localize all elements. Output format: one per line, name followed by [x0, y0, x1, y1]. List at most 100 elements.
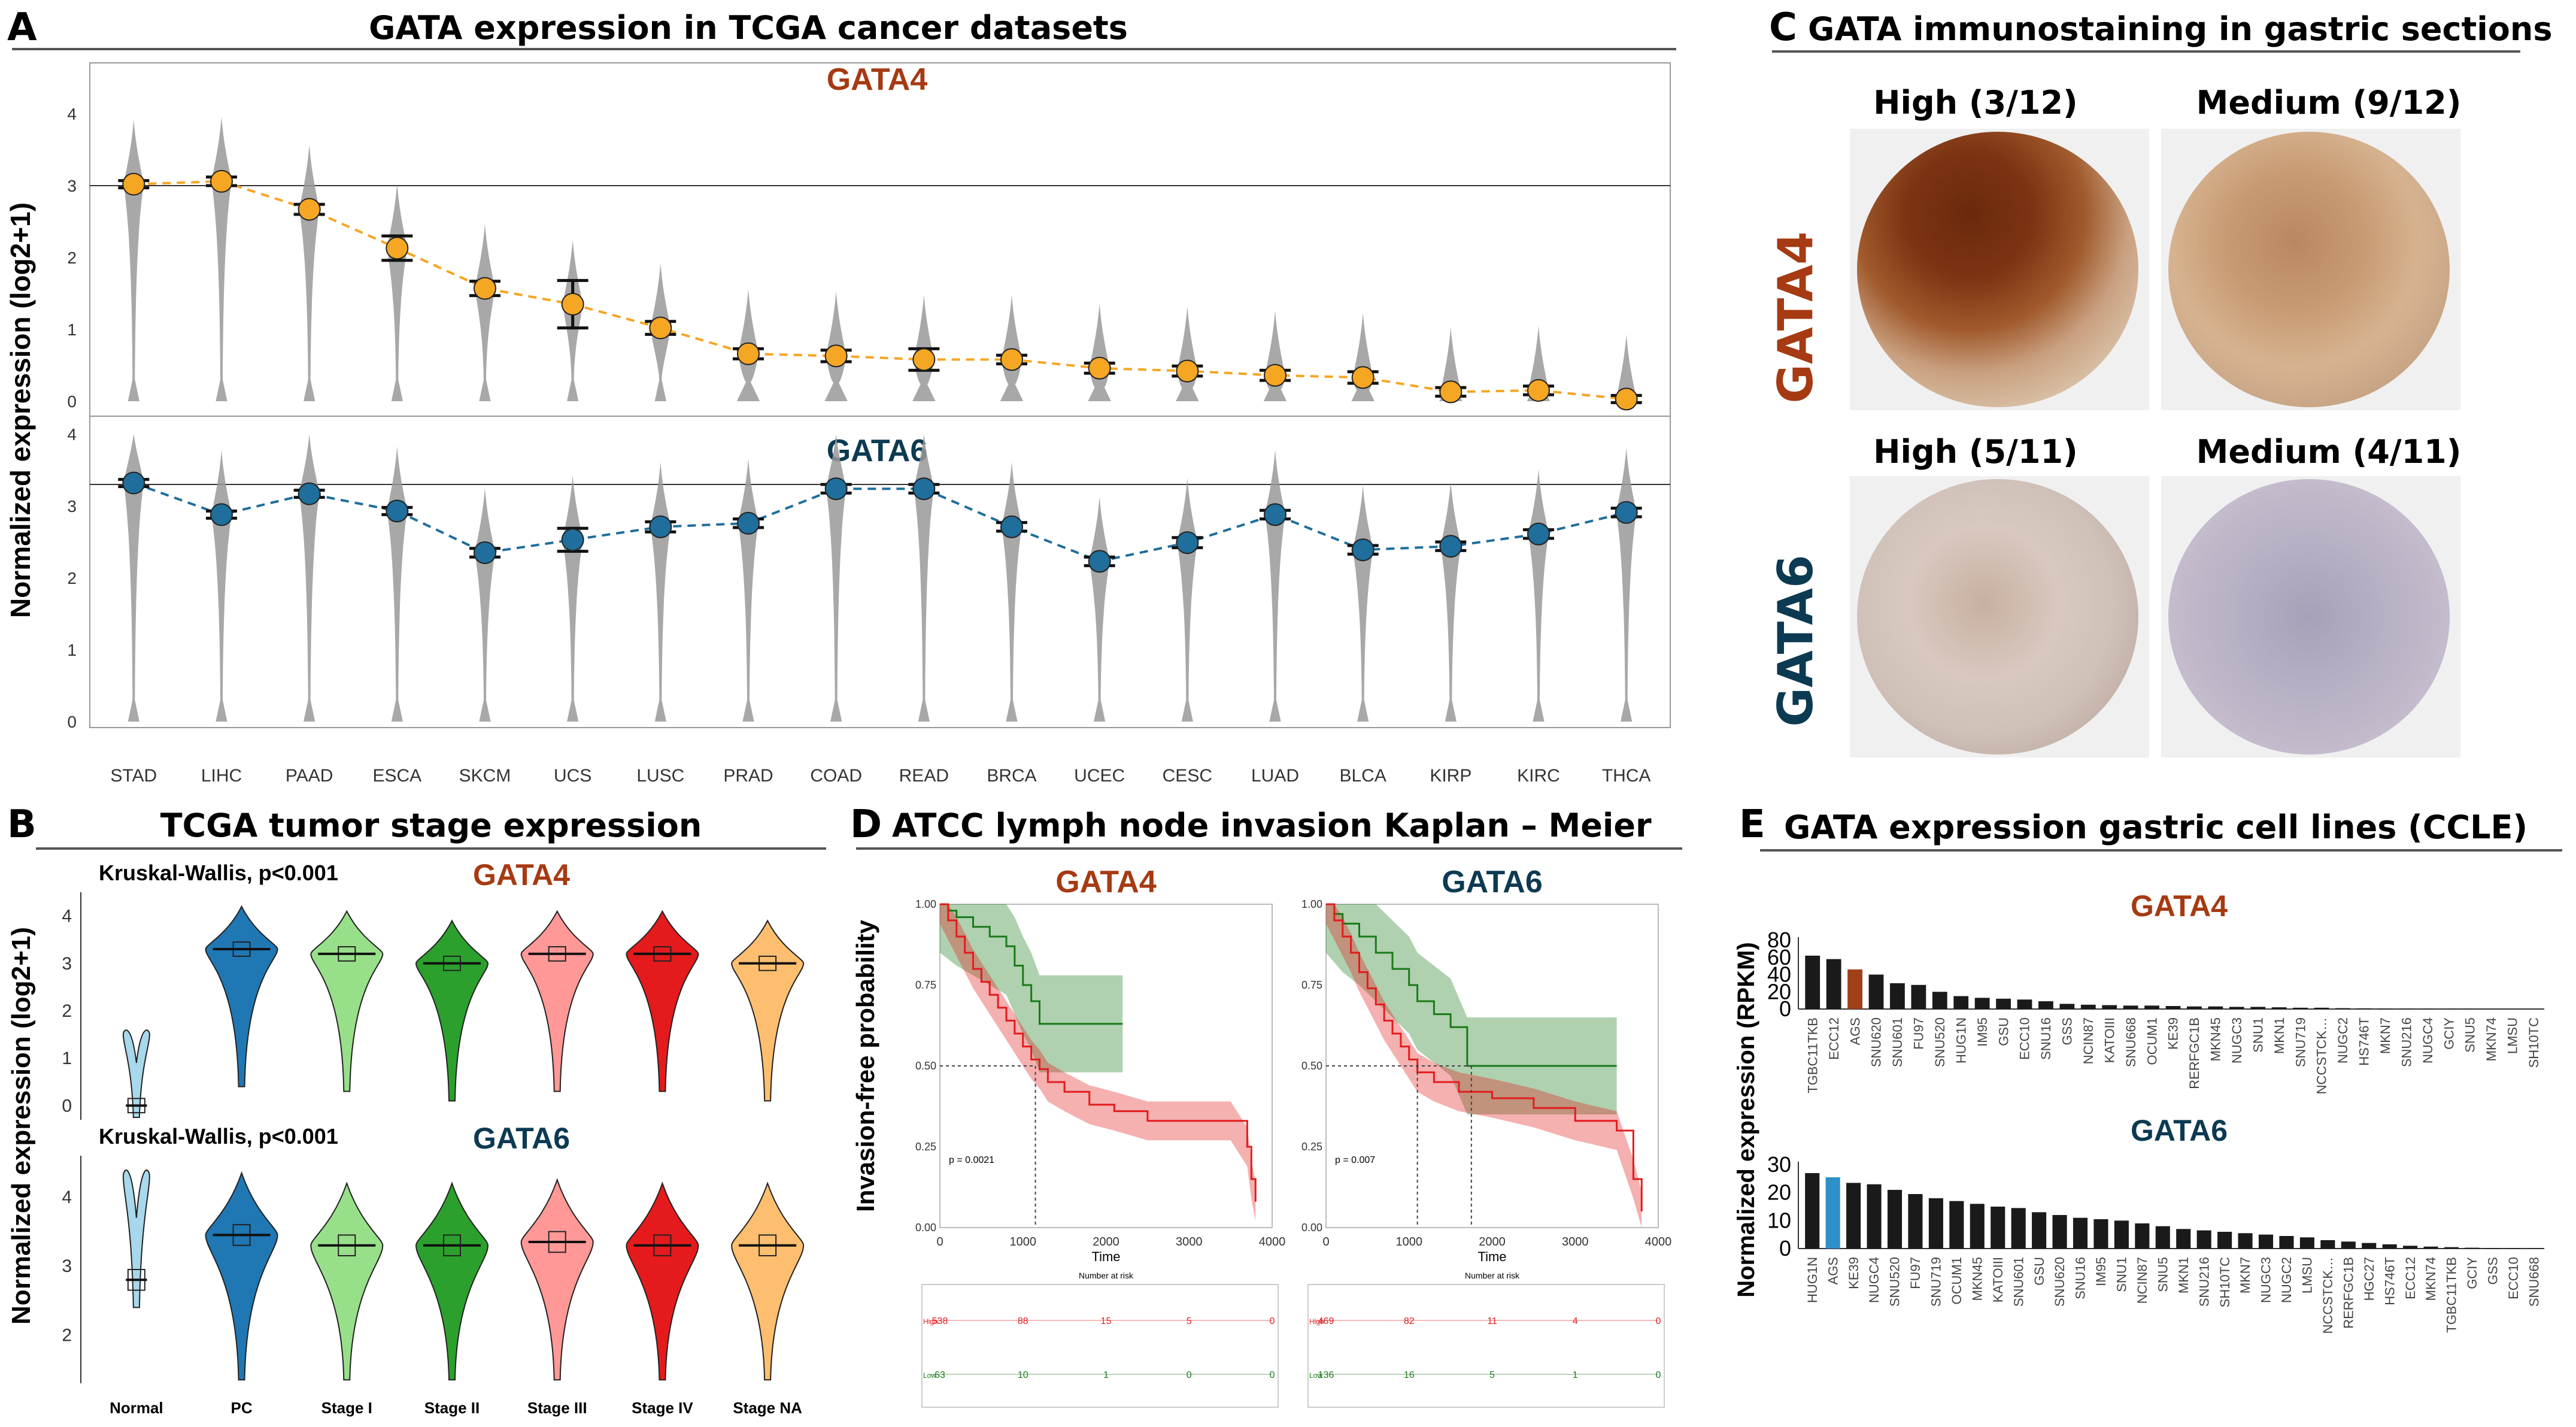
- panel-e-gata4-bar: [1996, 998, 2011, 1009]
- panel-e-gata6-bar: [1805, 1173, 1820, 1249]
- panel-e-gata4-xtick: GSU: [1996, 1017, 2011, 1046]
- panel-a-gata4-mean-point: [1527, 379, 1550, 402]
- panel-d-gata6-xtick: 1000: [1396, 1235, 1423, 1249]
- panel-e-gata4-bar: [2250, 1007, 2266, 1009]
- panel-e-gata4-bar: [2059, 1004, 2075, 1009]
- panel-e-gata4-ytick: 40: [1767, 962, 1791, 987]
- panel-e-gata6-bar: [2423, 1246, 2438, 1249]
- panel-e-gata6-bar: [2279, 1236, 2294, 1249]
- panel-e-gata6-bar: [2382, 1244, 2397, 1249]
- panel-e-gata6-bar: [2135, 1223, 2150, 1249]
- panel-a-gata4-violin: [1088, 303, 1111, 401]
- panel-e-gata6-bar: [2506, 1248, 2521, 1249]
- panel-d-gata6-risk-row-label: Low: [1309, 1371, 1322, 1380]
- panel-b-gata6-ytick: 2: [62, 1325, 72, 1345]
- panel-d-gata4-xtick: 2000: [1093, 1235, 1119, 1249]
- panel-e-gata6-xtick: FU97: [1908, 1257, 1923, 1289]
- panel-e-gata6-label: GATA6: [2131, 1114, 2228, 1147]
- panel-a-gata4-violin: [1615, 334, 1638, 404]
- panel-a-gata6-ytick: 2: [67, 569, 77, 587]
- panel-a-gata6-mean-point: [737, 511, 760, 535]
- panel-e-gata6-xtick: SNU16: [2073, 1257, 2088, 1299]
- panel-e-gata4-xtick: RERFGC1B: [2187, 1017, 2202, 1089]
- panel-e-gata6-xtick: IM95: [2093, 1257, 2108, 1286]
- panel-e-gata6-xtick: MKN7: [2238, 1257, 2253, 1293]
- panel-e-gata4-xtick: SNU1: [2250, 1017, 2265, 1053]
- panel-a-gata4-ytick: 0: [67, 392, 77, 411]
- panel-e-gata4-xtick: SNU719: [2293, 1017, 2308, 1067]
- panel-e-gata6-bar: [2320, 1240, 2335, 1249]
- panel-a-gata6-mean-point: [824, 477, 848, 501]
- panel-d-gata4-ytick: 0.75: [915, 979, 936, 991]
- panel-a-xtick: BLCA: [1339, 766, 1386, 786]
- panel-a-gata4-mean-point: [122, 172, 145, 196]
- panel-e-gata4-bar: [1805, 955, 1821, 1009]
- panel-e-gata6-xtick: MKN74: [2423, 1257, 2438, 1301]
- panel-d-gata4-risk-frame: [921, 1284, 1279, 1408]
- panel-b-xtick: Normal: [110, 1399, 163, 1417]
- panel-e-gata4-bar: [2165, 1005, 2181, 1009]
- panel-a-gata4-mean-point: [386, 237, 409, 260]
- panel-e-gata4-xtick: SNU520: [1932, 1017, 1947, 1067]
- panel-e-gata6-xtick: NCCSTCK…: [2320, 1257, 2335, 1334]
- panel-a-gata6-violin: [1616, 447, 1636, 722]
- panel-e-gata4-ytick: 0: [1779, 996, 1791, 1021]
- panel-d-gata4-ytick: 0.50: [915, 1060, 936, 1072]
- panel-d-gata6-risk-title: Number at risk: [1465, 1271, 1520, 1280]
- panel-e-gata4-label: GATA4: [2131, 889, 2228, 923]
- panel-e-gata4-bar: [2356, 1008, 2372, 1009]
- panel-b-chart: Normalized expression (log2+1) 0 1 2 3 4 Krusk…: [7, 858, 805, 1417]
- panel-d-gata4-xtick: 1000: [1010, 1235, 1037, 1249]
- panel-a-gata4-ytick: 3: [67, 177, 77, 195]
- panel-a-gata4-violin: [212, 116, 231, 402]
- panel-e-gata6-xtick: HUG1N: [1805, 1257, 1820, 1303]
- panel-a-gata4-mean-point: [1615, 387, 1638, 411]
- panel-e-gata6-xtick: SNU5: [2155, 1257, 2170, 1292]
- panel-a-gata6-violin: [914, 434, 934, 722]
- panel-a-gata6-mean-point: [1264, 503, 1287, 526]
- panel-e-gata6-bar: [1908, 1194, 1923, 1249]
- panel-d-gata6-risk-value: 11: [1487, 1316, 1497, 1326]
- panel-d-gata4-risk-value: 63: [934, 1370, 945, 1380]
- panel-d-gata4-risk-row-label: Low: [923, 1371, 936, 1380]
- panel-a-gata4-mean-point: [912, 348, 936, 371]
- panel-e-gata6-xtick: NUGC3: [2259, 1257, 2274, 1303]
- panel-b-ylabel: Normalized expression (log2+1): [7, 927, 36, 1325]
- panel-e-gata6-bar: [1928, 1198, 1943, 1249]
- panel-a-gata4-violin: [1263, 310, 1287, 401]
- panel-a-gata4-mean-point: [561, 293, 584, 316]
- panel-c-letter: C: [1769, 5, 1797, 50]
- panel-a-ylabel: Normalized expression (log2+1): [5, 202, 36, 618]
- panel-e-gata4-xtick: NUGC3: [2229, 1017, 2244, 1064]
- panel-e-gata6-ytick: 10: [1767, 1208, 1791, 1232]
- panel-a-gata4-mean-point: [1351, 366, 1375, 389]
- panel-c-divider: [1772, 50, 2520, 53]
- panel-b-divider: [36, 847, 826, 850]
- panel-b-xtick: Stage I: [321, 1399, 372, 1417]
- panel-e-gata6-xtick: HGC27: [2362, 1257, 2377, 1301]
- panel-d-gata4-risk-value: 0: [1187, 1370, 1192, 1380]
- panel-e-gata4-xtick: KATOIII: [2102, 1017, 2117, 1063]
- panel-b-gata4-violin: [415, 919, 489, 1102]
- panel-e-gata6-bar: [1970, 1204, 1985, 1249]
- panel-a-gata4-label: GATA4: [827, 62, 928, 97]
- panel-d-gata4-risk-value: 0: [1270, 1370, 1275, 1380]
- panel-a-gata4-mean-point: [474, 277, 496, 300]
- panel-e-gata4-bar: [1953, 996, 1969, 1009]
- panel-e-gata6-bar: [2155, 1226, 2170, 1249]
- panel-d-gata6-xlabel: Time: [1477, 1249, 1506, 1264]
- panel-e-gata4-xtick: SNU668: [2123, 1017, 2138, 1067]
- panel-e-gata4-bar: [2229, 1007, 2244, 1009]
- panel-e-gata6-bar: [2176, 1229, 2191, 1249]
- panel-d-gata4-ytick: 0.00: [915, 1222, 936, 1234]
- panel-a-xtick: LIHC: [201, 766, 242, 786]
- panel-e-gata6-bar: [2403, 1246, 2418, 1249]
- panel-b-gata6-violin: [520, 1178, 594, 1381]
- panel-a-xtick: READ: [899, 766, 949, 786]
- ihc-image-gata4-high: [1850, 129, 2149, 410]
- panel-a-gata6-mean-point: [649, 515, 672, 538]
- panel-d-gata6-ytick: 0.00: [1301, 1222, 1322, 1234]
- panel-e-gata6-bar: [1846, 1183, 1861, 1249]
- panel-a-gata6-label: GATA6: [827, 434, 928, 468]
- panel-a-gata4-mean-point: [824, 344, 848, 368]
